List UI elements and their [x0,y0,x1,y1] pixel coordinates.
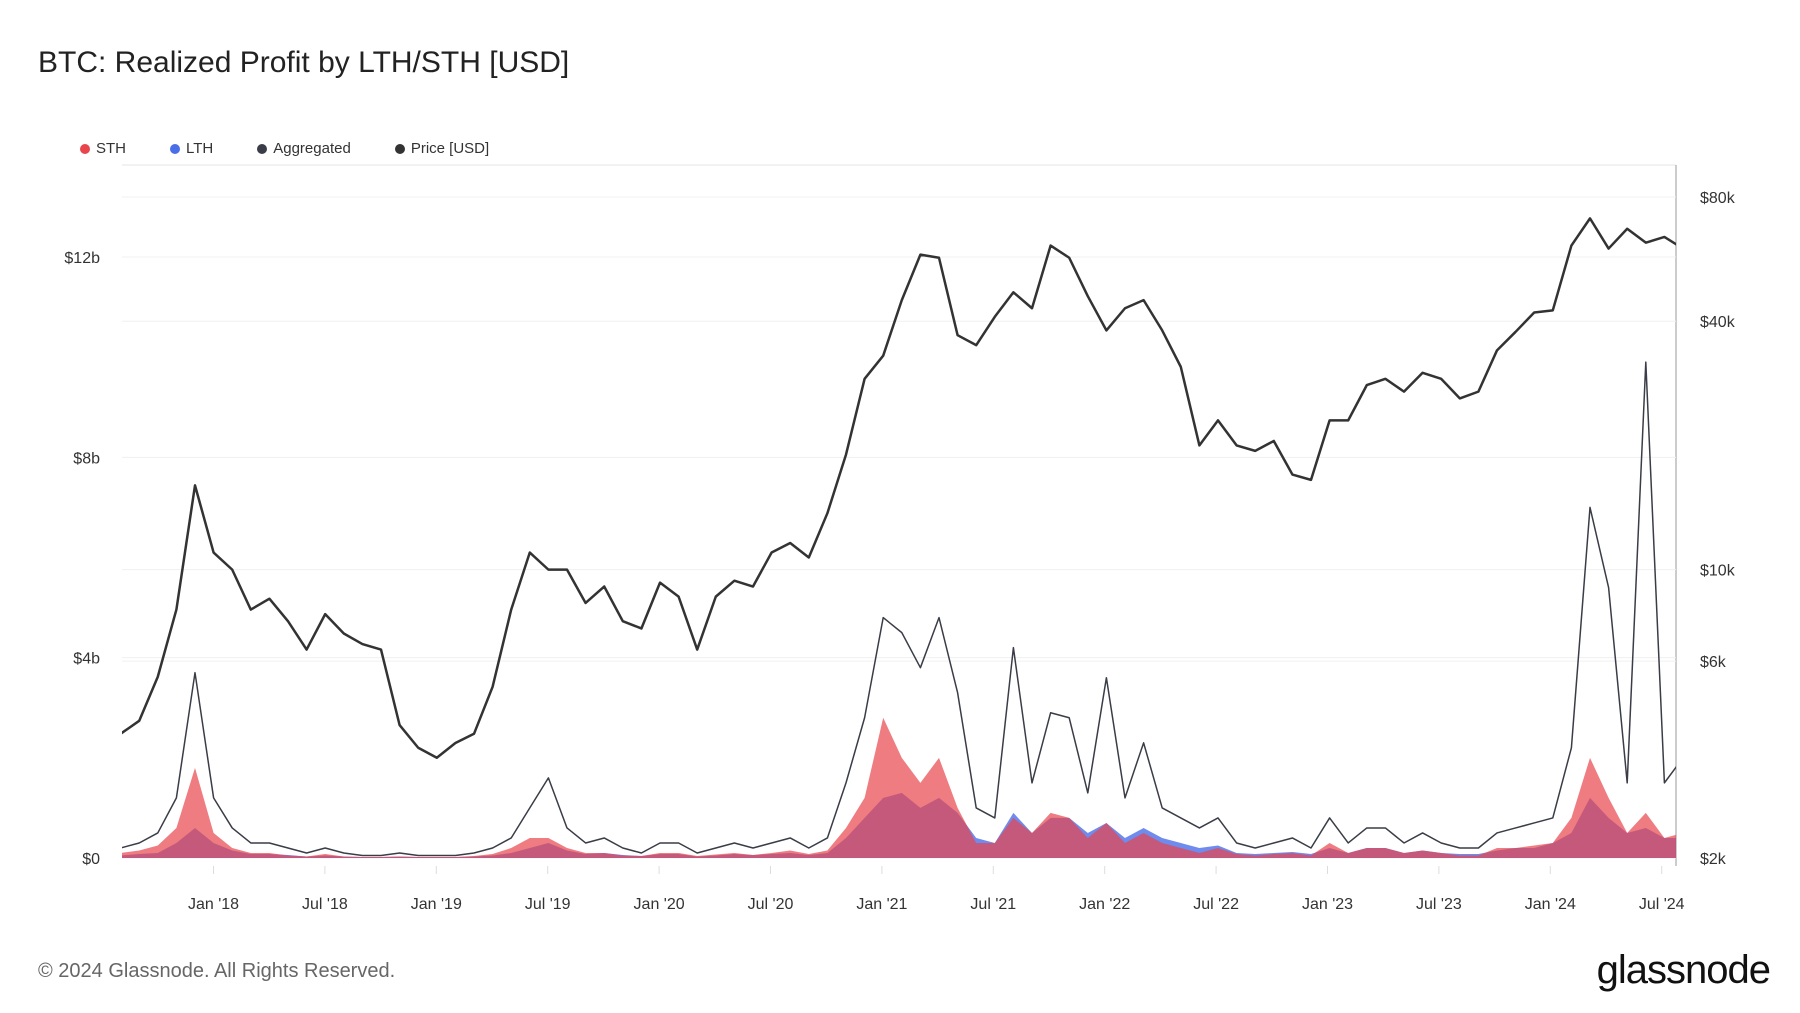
x-tick-label: Jul '21 [970,896,1016,913]
y-left-tick-label: $8b [73,450,100,467]
y-left-tick-label: $0 [82,851,100,868]
y-right-tick-label: $2k [1700,851,1727,868]
x-tick-label: Jul '20 [748,896,794,913]
legend-label: Price [USD] [410,140,490,157]
legend-item-lth[interactable]: LTH [170,140,213,157]
x-tick-label: Jul '18 [302,896,348,913]
aggregated-line [122,361,1676,857]
y-right-tick-label: $80k [1700,190,1736,207]
legend-label: STH [96,140,126,157]
chart-title: BTC: Realized Profit by LTH/STH [USD] [38,46,570,79]
x-tick-label: Jan '18 [188,896,239,913]
legend-dot-lth [170,143,180,154]
copyright: © 2024 Glassnode. All Rights Reserved. [38,960,396,982]
legend-item-aggregated[interactable]: Aggregated [257,140,351,157]
legend-label: Aggregated [273,140,351,157]
price-line [122,217,1676,759]
legend-dot-sth [80,143,90,154]
y-right-tick-label: $10k [1700,563,1736,580]
legend-dot-aggregated [257,143,268,154]
x-tick-label: Jan '22 [1079,896,1130,913]
glassnode-logo: glassnode [1596,948,1771,992]
legend: STH LTH Aggregated Price [USD] [80,140,533,157]
legend-item-price[interactable]: Price [USD] [394,140,490,157]
x-tick-label: Jul '22 [1193,896,1239,913]
y-left-tick-label: $12b [64,250,100,267]
x-tick-label: Jan '21 [856,896,907,913]
legend-dot-price [394,143,405,154]
x-tick-label: Jan '24 [1525,896,1576,913]
x-tick-label: Jul '24 [1639,896,1685,913]
x-tick-label: Jul '19 [525,896,571,913]
y-left-tick-label: $4b [73,651,100,668]
y-right-tick-label: $6k [1700,654,1727,671]
sth-area [122,717,1676,858]
x-tick-label: Jan '23 [1302,896,1353,913]
legend-label: LTH [186,140,214,157]
x-tick-label: Jan '20 [634,896,685,913]
y-right-tick-label: $40k [1700,314,1736,331]
x-tick-label: Jan '19 [411,896,462,913]
x-tick-label: Jul '23 [1416,896,1462,913]
legend-item-sth[interactable]: STH [80,140,126,157]
